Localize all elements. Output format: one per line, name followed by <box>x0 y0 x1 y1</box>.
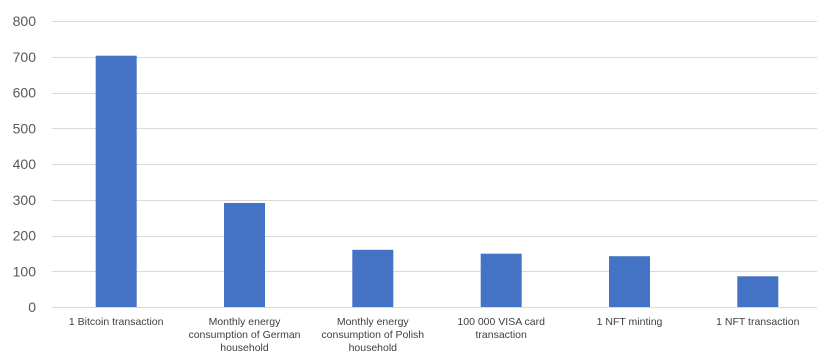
bar-1 <box>95 55 137 308</box>
y-tick-label: 400 <box>13 156 37 172</box>
y-tick-label: 700 <box>13 49 37 65</box>
x-category-label-line: 1 Bitcoin transaction <box>69 316 164 328</box>
x-category-label: Monthly energy consumption of Polish house… <box>321 316 424 353</box>
bar-5 <box>609 256 650 307</box>
x-category-label-line: 100 000 VISA card <box>457 316 545 328</box>
y-tick-label: 600 <box>13 85 37 101</box>
y-tick-label: 0 <box>28 299 36 315</box>
y-tick-label: 200 <box>13 228 37 244</box>
x-category-label: 1 NFT minting <box>597 316 663 328</box>
gridlines <box>52 21 817 308</box>
bar-4 <box>480 253 522 307</box>
x-category-label-line: 1 NFT minting <box>597 316 663 328</box>
x-category-label: 100 000 VISA card transaction <box>457 316 545 341</box>
x-category-label-line: transaction <box>476 329 528 341</box>
bar-2 <box>224 203 265 307</box>
bars <box>95 55 779 308</box>
x-category-label: 1 NFT transaction <box>716 316 799 328</box>
x-axis-category-labels: 1 Bitcoin transaction Monthly energy consu… <box>69 316 800 353</box>
x-category-label-line: household <box>349 342 398 353</box>
x-category-label-line: 1 NFT transaction <box>716 316 799 328</box>
y-tick-label: 100 <box>13 263 37 279</box>
x-category-label-line: Monthly energy <box>337 316 410 328</box>
bar-3 <box>352 249 394 307</box>
y-tick-label: 800 <box>13 13 37 29</box>
y-tick-label: 300 <box>13 192 37 208</box>
x-category-label-line: Monthly energy <box>209 316 282 328</box>
x-category-label-line: consumption of Polish <box>321 329 424 341</box>
x-category-label: Monthly energy consumption of German house… <box>188 316 300 353</box>
y-axis-tick-labels: 0 100 200 300 400 500 600 700 800 <box>13 13 37 315</box>
y-tick-label: 500 <box>13 120 37 136</box>
bar-6 <box>737 276 779 307</box>
x-category-label-line: consumption of German <box>188 329 300 341</box>
x-category-label: 1 Bitcoin transaction <box>69 316 164 328</box>
x-category-label-line: household <box>220 342 269 353</box>
